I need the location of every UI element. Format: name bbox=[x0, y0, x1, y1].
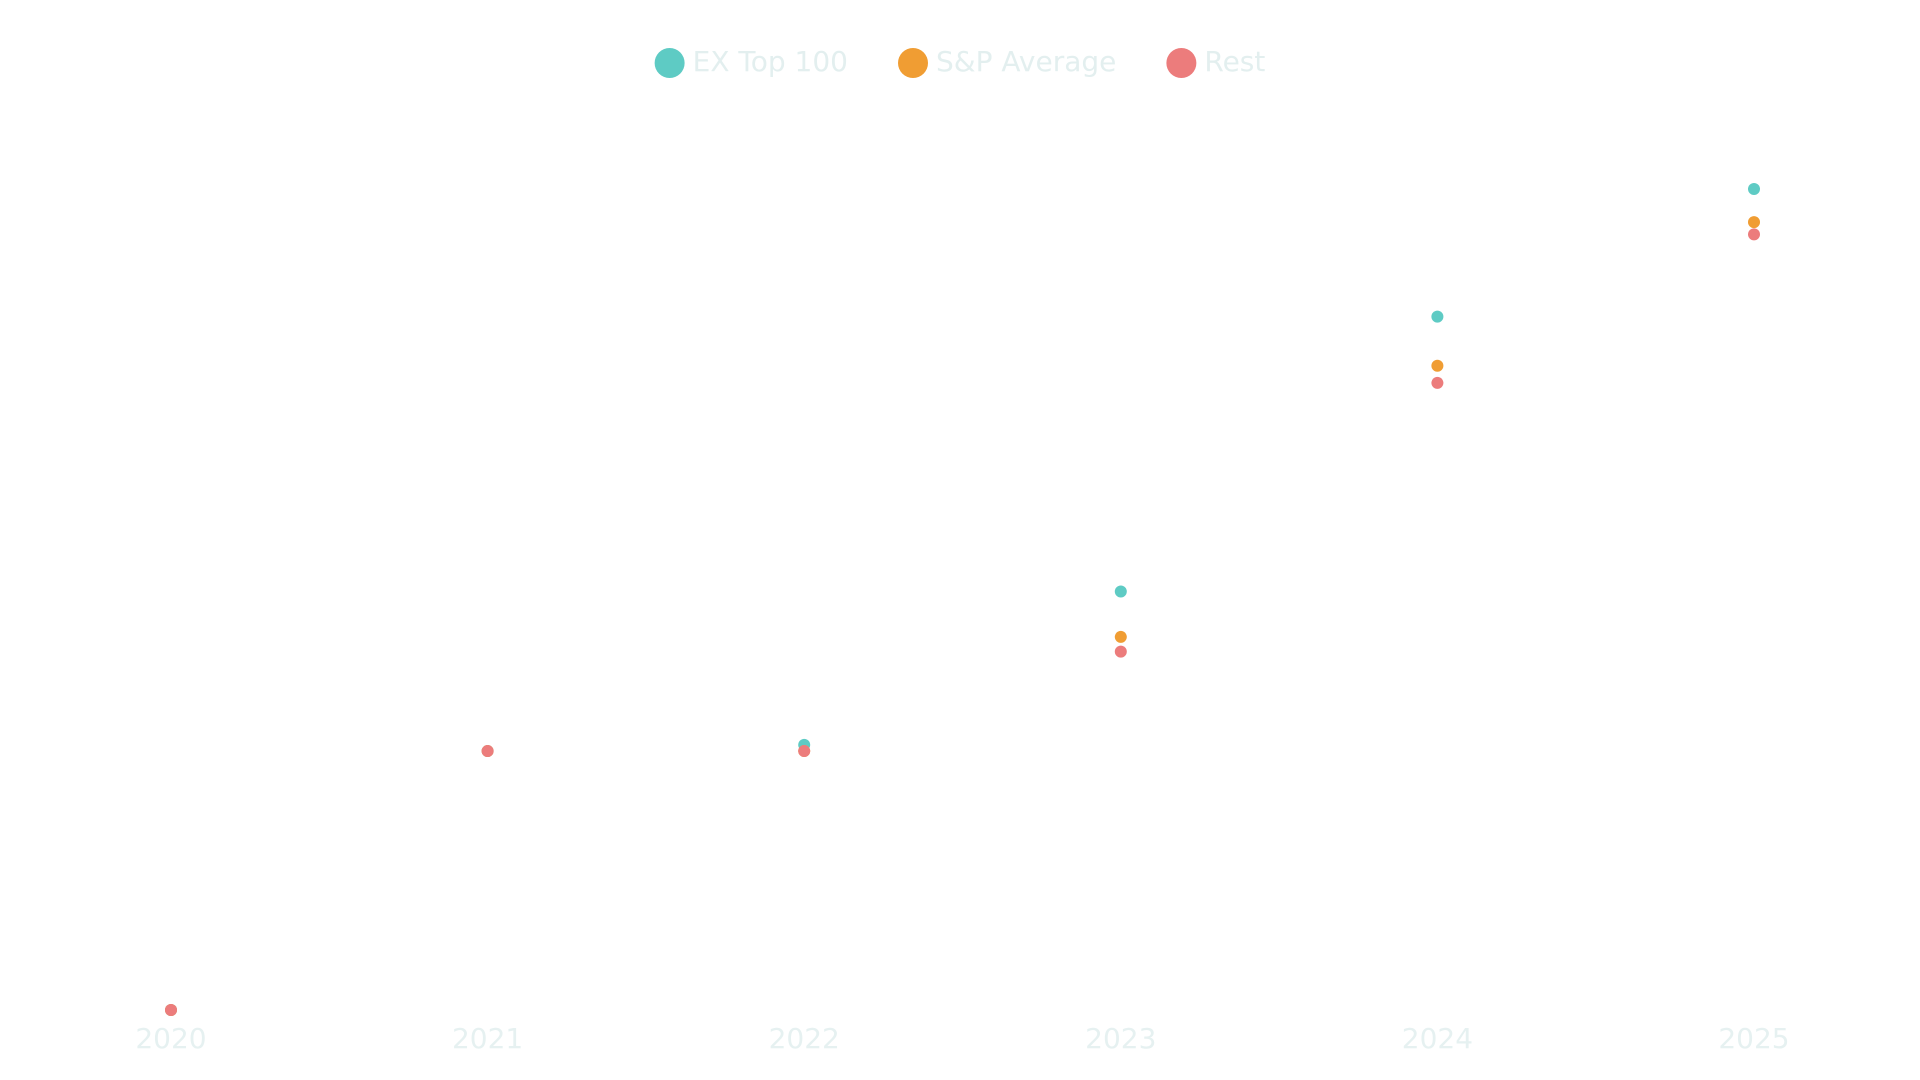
legend: EX Top 100 S&P Average Rest bbox=[654, 45, 1265, 78]
x-tick-label: 2024 bbox=[1402, 1022, 1473, 1055]
point bbox=[1114, 630, 1127, 643]
point bbox=[1431, 359, 1444, 372]
legend-swatch bbox=[654, 48, 685, 78]
x-tick-label: 2025 bbox=[1718, 1022, 1789, 1055]
x-tick-label: 2023 bbox=[1085, 1022, 1156, 1055]
point bbox=[481, 745, 494, 758]
point bbox=[1114, 585, 1127, 598]
legend-label: EX Top 100 bbox=[693, 45, 848, 78]
x-tick-label: 2022 bbox=[769, 1022, 840, 1055]
point bbox=[798, 745, 811, 758]
point bbox=[1748, 216, 1760, 229]
legend-label: S&P Average bbox=[936, 45, 1116, 78]
legend-swatch bbox=[1166, 48, 1197, 78]
point bbox=[1748, 228, 1760, 241]
point bbox=[1431, 376, 1444, 389]
point bbox=[1431, 310, 1444, 323]
x-tick-label: 2021 bbox=[452, 1022, 523, 1055]
point bbox=[165, 1004, 177, 1016]
x-tick-label: 2020 bbox=[135, 1022, 206, 1055]
legend-item: Rest bbox=[1166, 45, 1265, 78]
legend-item: EX Top 100 bbox=[654, 45, 848, 78]
legend-label: Rest bbox=[1204, 45, 1265, 78]
legend-item: S&P Average bbox=[898, 45, 1116, 78]
legend-swatch bbox=[898, 48, 928, 78]
point bbox=[1114, 645, 1127, 658]
point bbox=[1748, 183, 1760, 195]
